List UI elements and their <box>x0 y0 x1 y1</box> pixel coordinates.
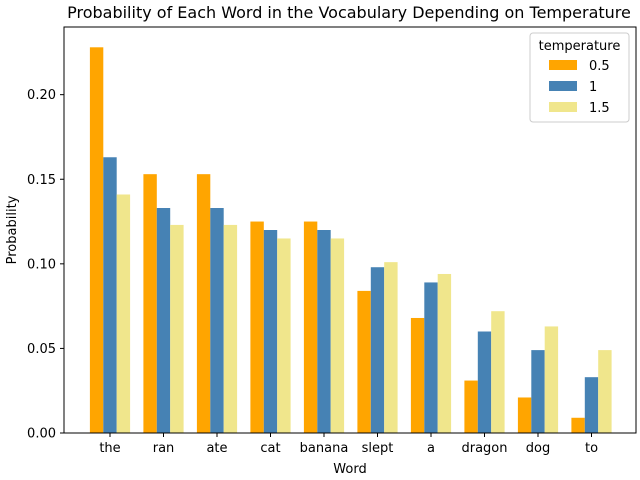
y-tick-label: 0.00 <box>27 427 56 442</box>
bar-dragon-1.5 <box>491 311 505 433</box>
bar-the-0.5 <box>89 47 104 434</box>
legend-swatch-0.5 <box>549 60 577 70</box>
bar-ate-0.5 <box>196 174 211 434</box>
bar-dog-0.5 <box>517 397 532 433</box>
legend-swatch-1.5 <box>549 102 577 112</box>
legend-label-1: 1 <box>589 80 597 95</box>
legend-label-1.5: 1.5 <box>589 101 610 116</box>
legend-box <box>529 32 630 123</box>
legend-swatch-1 <box>549 81 577 91</box>
x-tick-label: dragon <box>461 441 507 456</box>
bar-the-1.5 <box>116 194 131 433</box>
bar-ate-1 <box>210 208 224 433</box>
x-tick-label: dog <box>526 441 550 456</box>
bar-banana-0.5 <box>303 221 318 433</box>
plot-frame <box>63 26 637 434</box>
x-tick-label: ran <box>153 441 175 456</box>
bar-ate-1.5 <box>223 224 238 433</box>
x-tick-label: banana <box>300 441 349 456</box>
y-axis-title: Probability <box>5 195 20 264</box>
y-tick-label: 0.10 <box>27 257 56 272</box>
y-tick-label: 0.05 <box>27 342 56 357</box>
x-tick-label: the <box>99 441 120 456</box>
bar-dog-1 <box>531 350 545 433</box>
bar-to-1.5 <box>598 350 612 433</box>
bar-to-1 <box>584 377 599 433</box>
x-tick-label: slept <box>362 441 394 456</box>
bar-slept-1.5 <box>384 262 398 433</box>
x-tick-label: to <box>585 441 598 456</box>
bar-ran-1.5 <box>170 224 184 433</box>
bar-cat-1.5 <box>277 238 291 433</box>
x-tick-label: a <box>427 441 435 456</box>
bar-slept-0.5 <box>357 290 371 433</box>
legend: temperature 0.5 1 1.5 <box>529 32 630 123</box>
bar-cat-1 <box>263 230 278 433</box>
bar-a-1.5 <box>437 273 452 433</box>
x-tick-label: ate <box>206 441 227 456</box>
chart-title: Probability of Each Word in the Vocabula… <box>67 3 631 22</box>
y-tick-label: 0.15 <box>27 173 56 188</box>
bar-a-1 <box>424 282 438 433</box>
bar-dragon-0.5 <box>464 380 478 433</box>
bar-dog-1.5 <box>544 326 559 433</box>
legend-label-0.5: 0.5 <box>589 59 610 74</box>
bar-the-1 <box>103 157 117 433</box>
bar-banana-1 <box>317 230 331 433</box>
bars-layer <box>89 47 612 434</box>
bar-to-0.5 <box>571 417 585 433</box>
bar-cat-0.5 <box>250 221 264 433</box>
bar-a-0.5 <box>410 317 425 433</box>
x-axis-title: Word <box>333 462 366 477</box>
legend-title: temperature <box>539 39 621 54</box>
bar-ran-1 <box>156 208 171 433</box>
bar-ran-0.5 <box>143 174 157 434</box>
bar-dragon-1 <box>477 331 492 433</box>
axes-layer: 0.00 0.05 0.10 0.15 0.20 the ran ate cat banana sl… <box>27 26 637 456</box>
x-tick-label: cat <box>260 441 280 456</box>
y-tick-label: 0.20 <box>27 88 56 103</box>
bar-banana-1.5 <box>330 238 345 433</box>
bar-slept-1 <box>370 267 385 433</box>
